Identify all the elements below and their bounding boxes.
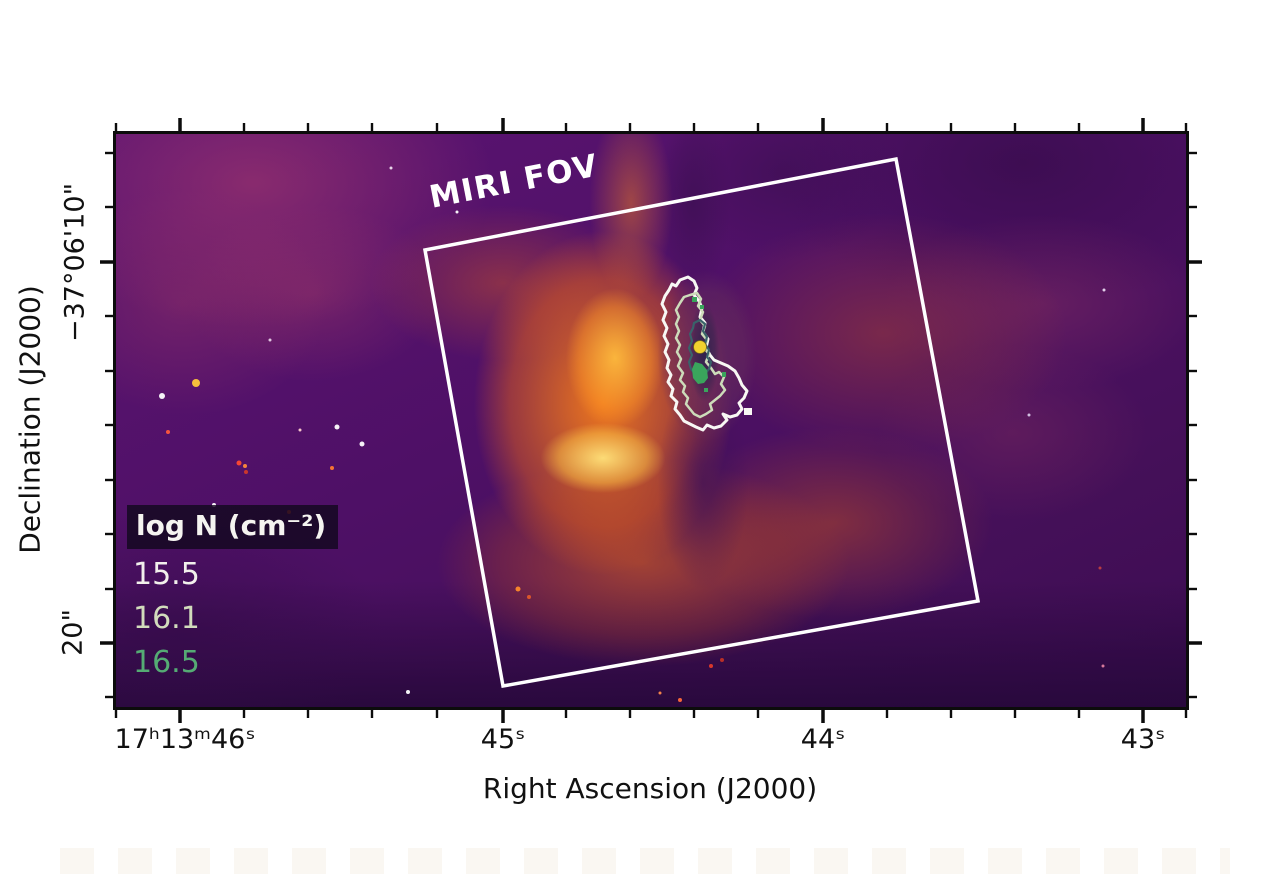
legend-title: log N (cm⁻²) [127,505,339,549]
x-tick-label: 43ˢ [1120,724,1166,755]
y-tick-label: 20" [57,609,89,656]
legend-entry: 15.5 [133,557,200,592]
y-tick-label: −37°06'10" [59,182,91,343]
x-axis-title: Right Ascension (J2000) [482,772,818,805]
legend-items: 15.5 16.1 16.5 [127,557,338,681]
contour-legend: log N (cm⁻²) 15.5 16.1 16.5 [127,505,339,681]
legend-entry: 16.5 [133,645,200,680]
x-tick-label: 45ˢ [480,724,526,755]
y-axis-title: Declination (J2000) [13,285,47,554]
cropped-caption-strip [60,848,1230,874]
x-tick-label: 44ˢ [800,724,846,755]
x-tick-label: 17ʰ13ᵐ46ˢ [114,724,256,755]
legend-entry: 16.1 [133,601,200,636]
